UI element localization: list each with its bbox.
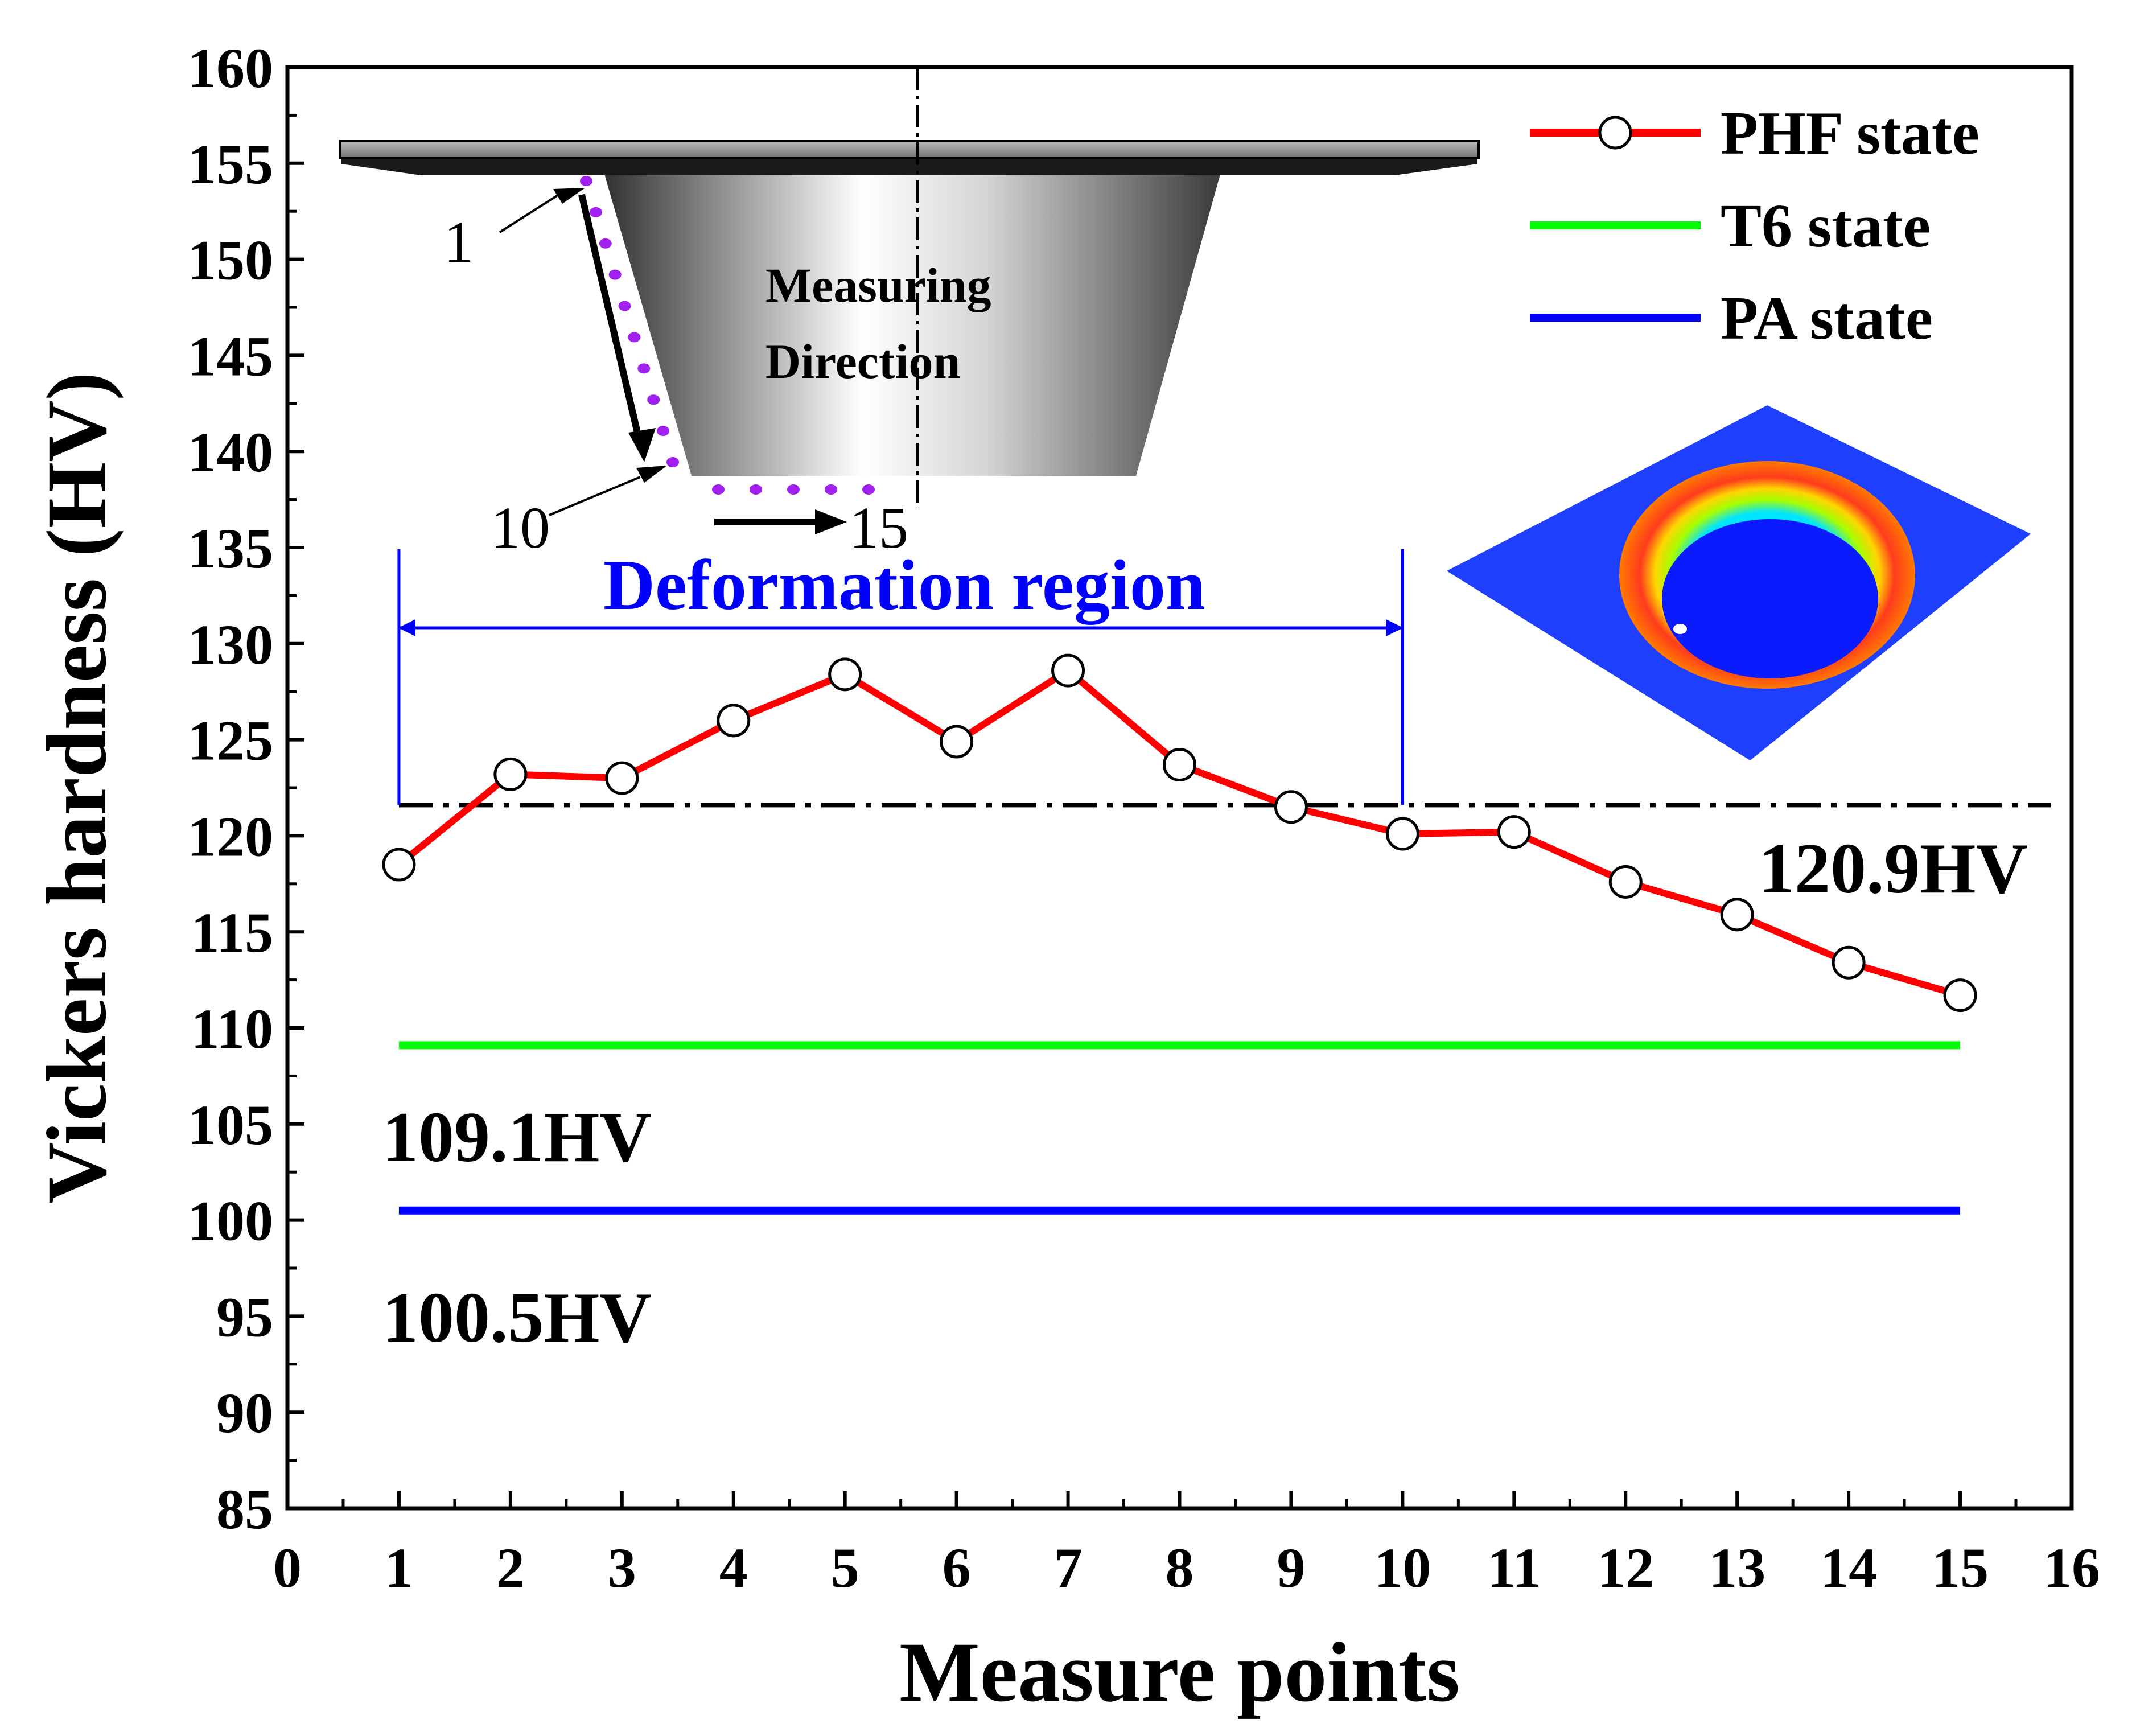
data-point-phf — [605, 761, 639, 795]
inset-point — [599, 238, 612, 249]
y-tick-label: 115 — [191, 901, 273, 964]
inset-label-15: 15 — [849, 495, 908, 561]
data-point-phf — [493, 757, 528, 791]
data-point-phf — [1943, 978, 1977, 1013]
x-tick-label: 13 — [1709, 1536, 1765, 1599]
x-tick-label: 16 — [2043, 1536, 2100, 1599]
legend-label-phf: PHF state — [1721, 100, 1979, 167]
y-tick-label: 110 — [191, 997, 273, 1060]
label-t6: 109.1HV — [382, 1098, 652, 1177]
y-tick-label: 155 — [188, 133, 273, 196]
x-tick-label: 10 — [1374, 1536, 1431, 1599]
y-tick-label: 135 — [188, 517, 273, 580]
y-tick-label: 90 — [216, 1381, 273, 1445]
y-tick-label: 95 — [216, 1285, 273, 1348]
legend: PHF state T6 state PA state — [1530, 100, 1979, 352]
legend-label-t6: T6 state — [1721, 192, 1931, 260]
axes-layer: 0 1 2 3 4 5 6 7 8 9 10 11 12 13 14 15 168590951001051101… — [30, 36, 2100, 1719]
inset-arrow-down-head — [628, 428, 656, 462]
data-point-phf — [940, 725, 974, 759]
inset-point — [608, 269, 622, 280]
y-tick-label: 100 — [188, 1190, 273, 1253]
inset-label-1: 1 — [444, 209, 474, 275]
label-pa: 100.5HV — [382, 1278, 652, 1357]
pointer-10 — [549, 476, 641, 516]
y-tick-label: 130 — [188, 613, 273, 676]
data-point-phf — [1163, 747, 1196, 781]
x-tick-label: 6 — [943, 1536, 971, 1599]
x-tick-label: 11 — [1487, 1536, 1541, 1599]
data-point-phf — [382, 848, 416, 882]
data-point-phf — [1608, 865, 1643, 899]
y-tick-label: 140 — [188, 421, 273, 484]
inset-point — [647, 394, 660, 405]
inset-text-measuring: Measuring — [765, 258, 991, 312]
data-point-phf — [1051, 653, 1085, 688]
inset-point — [825, 484, 837, 495]
data-point-phf — [1497, 815, 1531, 849]
inset-arrow-right-head — [815, 509, 847, 534]
x-tick-label: 3 — [608, 1536, 636, 1599]
y-tick-label: 120 — [188, 805, 273, 868]
inset-contour-plot — [1447, 405, 2031, 760]
x-tick-label: 0 — [273, 1536, 302, 1599]
data-point-phf — [828, 657, 862, 692]
inset-label-10: 10 — [491, 495, 550, 561]
inset-point — [580, 176, 592, 186]
inset-point — [657, 426, 670, 437]
inset-point — [637, 363, 651, 374]
cup-body — [602, 166, 1223, 476]
x-tick-label: 8 — [1166, 1536, 1194, 1599]
x-tick-label: 9 — [1277, 1536, 1305, 1599]
inset-point — [712, 484, 725, 495]
data-point-phf — [1274, 790, 1308, 824]
pointer-10-head — [636, 466, 667, 483]
contour-hole — [1662, 519, 1878, 678]
x-tick-label: 7 — [1054, 1536, 1083, 1599]
y-tick-label: 145 — [188, 324, 273, 388]
label-phf-avg: 120.9HV — [1759, 829, 2028, 908]
legend-label-pa: PA state — [1721, 285, 1933, 352]
data-point-phf — [717, 704, 751, 738]
cup-flange — [339, 140, 1480, 159]
inset-point — [589, 207, 602, 217]
inset-point — [787, 484, 800, 495]
inset-point — [628, 332, 641, 343]
inset-point — [750, 484, 762, 495]
inset-arrow-down — [578, 194, 645, 451]
y-tick-label: 105 — [188, 1093, 273, 1157]
x-tick-label: 14 — [1820, 1536, 1877, 1599]
x-tick-label: 5 — [831, 1536, 859, 1599]
x-tick-label: 1 — [385, 1536, 413, 1599]
contour-highlight — [1673, 624, 1687, 634]
data-point-phf — [1720, 898, 1754, 932]
inset-cup-illustration: 1 10 15 Measuring Direction — [339, 67, 1480, 561]
y-tick-label: 85 — [216, 1478, 273, 1541]
inset-point — [666, 457, 679, 467]
y-axis-title: Vickers hardness (HV) — [30, 372, 124, 1203]
x-axis-title: Measure points — [899, 1625, 1460, 1719]
plot-layer — [382, 549, 2052, 1215]
inset-measure-points — [580, 176, 875, 495]
inset-point — [618, 301, 631, 311]
inset-text-direction: Direction — [765, 334, 960, 389]
cup-flange-edge — [341, 157, 1477, 175]
pointer-1-head — [553, 188, 585, 204]
inset-point — [862, 484, 875, 495]
legend-marker-phf — [1598, 116, 1632, 150]
pointer-1 — [499, 194, 559, 233]
x-tick-label: 12 — [1597, 1536, 1654, 1599]
y-tick-label: 160 — [188, 36, 273, 100]
data-point-phf — [1832, 945, 1866, 980]
data-point-phf — [1385, 817, 1419, 851]
label-deformation-region: Deformation region — [603, 546, 1205, 625]
x-tick-label: 2 — [496, 1536, 525, 1599]
x-tick-label: 4 — [719, 1536, 748, 1599]
y-tick-label: 125 — [188, 709, 273, 772]
y-tick-label: 150 — [188, 229, 273, 292]
x-tick-label: 15 — [1932, 1536, 1989, 1599]
